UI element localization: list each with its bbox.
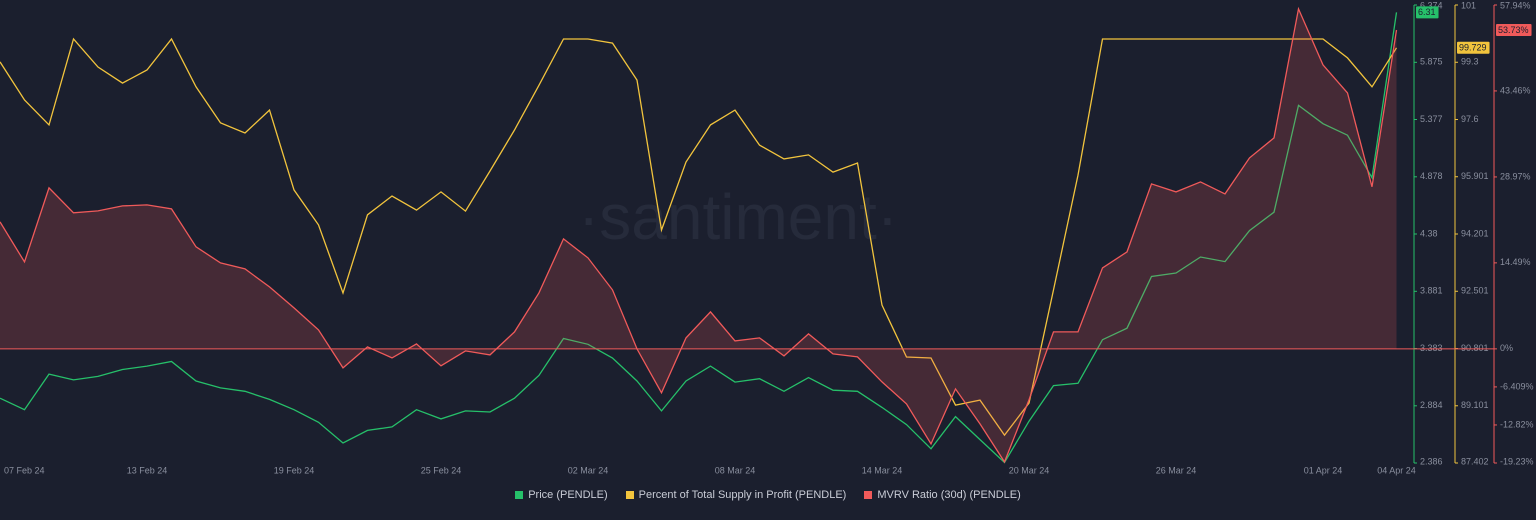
legend: Price (PENDLE) Percent of Total Supply in… — [0, 489, 1536, 501]
y-tick-label: 94.201 — [1461, 228, 1489, 238]
current-value-label: 6.31 — [1418, 7, 1436, 17]
x-tick-label: 07 Feb 24 — [4, 465, 45, 475]
y-tick-label: 4.878 — [1420, 171, 1443, 181]
y-tick-label: 5.875 — [1420, 57, 1443, 67]
y-tick-label: 3.881 — [1420, 286, 1443, 296]
current-value: 99.729 — [1457, 41, 1490, 54]
y-tick-label: -19.23% — [1500, 456, 1534, 466]
y-tick-label: 92.501 — [1461, 286, 1489, 296]
watermark: ·santiment· — [578, 181, 898, 253]
y-tick-label: 4.38 — [1420, 228, 1438, 238]
y-tick-label: 5.377 — [1420, 114, 1443, 124]
legend-label: MVRV Ratio (30d) (PENDLE) — [877, 489, 1021, 501]
legend-label: Price (PENDLE) — [528, 489, 608, 501]
y-tick-label: 90.801 — [1461, 343, 1489, 353]
y-tick-label: 99.3 — [1461, 57, 1479, 67]
current-value-box — [1416, 6, 1439, 19]
current-value-label: 53.73% — [1498, 25, 1529, 35]
series-line — [0, 12, 1398, 464]
x-tick-label: 08 Mar 24 — [715, 465, 756, 475]
x-tick-label: 01 Apr 24 — [1304, 465, 1343, 475]
current-value-box — [1496, 23, 1532, 36]
y-tick-label: 95.901 — [1461, 171, 1489, 181]
current-value-box — [1457, 41, 1490, 54]
y-tick-label: 14.49% — [1500, 257, 1531, 267]
current-value: 6.31 — [1416, 6, 1439, 19]
legend-item[interactable]: MVRV Ratio (30d) (PENDLE) — [864, 489, 1021, 501]
x-tick-label: 25 Feb 24 — [421, 465, 462, 475]
y-tick-label: 28.97% — [1500, 171, 1531, 181]
current-value: 53.73% — [1496, 23, 1532, 36]
y-tick-label: 87.402 — [1461, 456, 1489, 466]
y-tick-label: 0% — [1500, 343, 1513, 353]
chart: ·santiment· 07 Feb 24 13 Feb 24 19 Feb 24 2… — [0, 0, 1534, 475]
y-tick-label: 2.884 — [1420, 400, 1443, 410]
y-tick-label: 101 — [1461, 0, 1476, 10]
x-tick-label: 26 Mar 24 — [1156, 465, 1197, 475]
legend-swatch — [864, 491, 873, 499]
series-line — [0, 6, 1398, 464]
x-tick-label: 20 Mar 24 — [1009, 465, 1050, 475]
y-tick-label: -12.82% — [1500, 419, 1534, 429]
x-tick-label: 04 Apr 24 — [1377, 465, 1416, 475]
legend-item[interactable]: Percent of Total Supply in Profit (PENDL… — [625, 489, 847, 501]
x-tick-label: 02 Mar 24 — [568, 465, 609, 475]
y-tick-label: 3.383 — [1420, 343, 1443, 353]
current-value-label: 99.729 — [1459, 43, 1487, 53]
y-tick-label: 2.386 — [1420, 456, 1443, 466]
x-tick-label: 13 Feb 24 — [127, 465, 168, 475]
y-tick-label: 43.46% — [1500, 85, 1531, 95]
y-tick-label: 97.6 — [1461, 114, 1479, 124]
y-tick-label: 89.101 — [1461, 400, 1489, 410]
legend-swatch — [515, 491, 524, 499]
y-tick-label: 6.374 — [1420, 0, 1443, 10]
legend-item[interactable]: Price (PENDLE) — [515, 489, 608, 501]
x-tick-label: 19 Feb 24 — [274, 465, 315, 475]
y-tick-label: 57.94% — [1500, 0, 1531, 10]
legend-swatch — [625, 491, 634, 499]
series-line — [0, 37, 1398, 437]
y-tick-label: -6.409% — [1500, 381, 1534, 391]
legend-label: Percent of Total Supply in Profit (PENDL… — [638, 489, 847, 501]
x-tick-label: 14 Mar 24 — [862, 465, 903, 475]
